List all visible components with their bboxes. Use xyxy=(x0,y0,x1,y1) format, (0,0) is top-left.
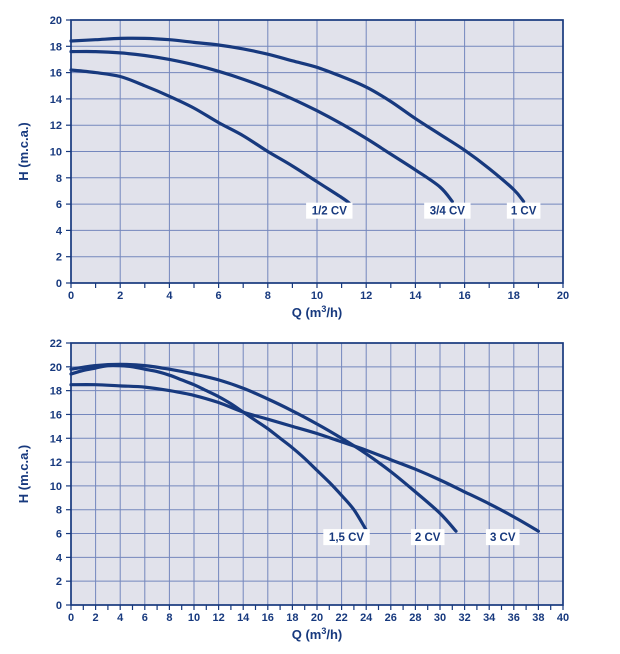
x-tick-label: 30 xyxy=(434,612,446,624)
y-tick-label: 2 xyxy=(56,252,62,264)
x-tick-label: 4 xyxy=(166,290,173,302)
curve-3-cv xyxy=(69,383,540,533)
y-tick-label: 22 xyxy=(50,338,62,350)
y-tick-label: 18 xyxy=(50,41,62,53)
y-tick-label: 6 xyxy=(56,529,62,541)
curve-1-2-cv xyxy=(69,68,351,205)
x-tick-label: 36 xyxy=(508,612,520,624)
y-tick-label: 10 xyxy=(50,481,62,493)
y-tick-label: 10 xyxy=(50,147,62,159)
curve-label-box xyxy=(506,202,541,219)
pump-curves-chart-small: 0 2 4 6 8 10 12 14 16 18 20 0 2 4 6 8 10 12 14 16 18 20 Q (m3/… xyxy=(16,15,569,320)
y-tick-label: 20 xyxy=(50,15,62,27)
x-tick-label: 6 xyxy=(142,612,148,624)
x-tick-label: 16 xyxy=(262,612,274,624)
curve-1-cv xyxy=(69,36,526,204)
curve-label: 3/4 CV xyxy=(430,206,465,218)
x-tick-label: 28 xyxy=(409,612,421,624)
x-tick-label: 10 xyxy=(188,612,200,624)
x-tick-label: 6 xyxy=(216,290,222,302)
curve-label-box xyxy=(485,529,520,546)
curve-label-box xyxy=(323,529,370,546)
x-tick-label: 2 xyxy=(93,612,99,624)
y-tick-label: 8 xyxy=(56,173,62,185)
x-tick-label: 32 xyxy=(458,612,470,624)
y-tick-label: 12 xyxy=(50,457,62,469)
y-tick-label: 20 xyxy=(50,362,62,374)
y-tick-label: 4 xyxy=(56,552,63,564)
pump-chart-large-svg: 0 2 4 6 8 10 12 14 16 18 20 22 24 26 28 30 32 34 36 38 40024… xyxy=(16,338,569,642)
x-tick-label: 12 xyxy=(212,612,224,624)
curve-label-box xyxy=(424,202,471,219)
y-tick-label: 14 xyxy=(50,94,63,106)
y-tick-label: 0 xyxy=(56,600,62,612)
pump-chart-small-svg: 0 2 4 6 8 10 12 14 16 18 20 0 2 4 6 8 10 12 14 16 18 20 Q (m3/… xyxy=(16,15,569,320)
x-tick-label: 20 xyxy=(557,290,569,302)
curve-label: 1 CV xyxy=(511,206,537,218)
x-tick-label: 10 xyxy=(311,290,323,302)
curve-label-box xyxy=(410,529,445,546)
x-tick-label: 34 xyxy=(483,612,496,624)
x-tick-label: 18 xyxy=(286,612,298,624)
y-tick-label: 16 xyxy=(50,68,62,80)
x-tick-label: 22 xyxy=(335,612,347,624)
pump-curves-chart-large: 0 2 4 6 8 10 12 14 16 18 20 22 24 26 28 30 32 34 36 38 40 0 2 4… xyxy=(0,327,620,654)
x-tick-label: 26 xyxy=(385,612,397,624)
x-tick-label: 8 xyxy=(265,290,271,302)
x-tick-label: 38 xyxy=(532,612,544,624)
x-tick-label: 24 xyxy=(360,612,373,624)
x-tick-label: 2 xyxy=(117,290,123,302)
x-tick-label: 0 xyxy=(68,612,74,624)
y-tick-label: 14 xyxy=(50,433,63,445)
y-tick-label: 16 xyxy=(50,409,62,421)
x-tick-label: 18 xyxy=(508,290,520,302)
curve-label: 2 CV xyxy=(415,532,441,544)
y-axis-title: H (m.c.a.) xyxy=(16,122,31,181)
x-axis-title: Q (m3/h) xyxy=(292,304,343,320)
y-tick-label: 2 xyxy=(56,576,62,588)
curve-label: 1,5 CV xyxy=(329,532,364,544)
y-tick-label: 8 xyxy=(56,505,62,517)
y-tick-label: 12 xyxy=(50,120,62,132)
curve-label-box xyxy=(306,202,353,219)
x-tick-label: 16 xyxy=(458,290,470,302)
curve-label: 3 CV xyxy=(490,532,516,544)
y-tick-label: 0 xyxy=(56,278,62,290)
x-tick-label: 8 xyxy=(166,612,172,624)
x-tick-label: 14 xyxy=(409,290,422,302)
curve-label: 1/2 CV xyxy=(312,206,347,218)
curve-3-4-cv xyxy=(69,49,454,204)
x-tick-label: 4 xyxy=(117,612,124,624)
x-tick-label: 20 xyxy=(311,612,323,624)
y-tick-label: 4 xyxy=(56,225,63,237)
x-axis-title: Q (m3/h) xyxy=(292,626,343,642)
y-axis-title: H (m.c.a.) xyxy=(16,445,31,504)
x-tick-label: 0 xyxy=(68,290,74,302)
y-tick-label: 6 xyxy=(56,199,62,211)
curve-2-cv xyxy=(69,362,458,533)
y-tick-label: 18 xyxy=(50,386,62,398)
x-tick-label: 14 xyxy=(237,612,250,624)
x-tick-label: 12 xyxy=(360,290,372,302)
x-tick-label: 40 xyxy=(557,612,569,624)
